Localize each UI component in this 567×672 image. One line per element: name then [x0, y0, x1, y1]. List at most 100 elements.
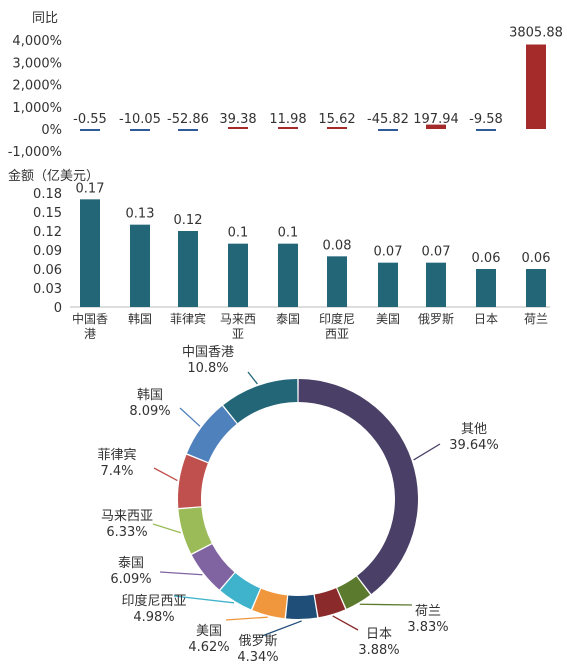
amount-value-label: 0.12 [174, 213, 203, 228]
donut-label-pct: 8.09% [129, 404, 170, 419]
amount-tick-label: 0.03 [33, 282, 62, 297]
yoy-bar [228, 127, 248, 129]
amount-tick-label: 0 [54, 301, 62, 316]
amount-category-label: 泰国 [276, 312, 300, 326]
donut-label-pct: 7.4% [100, 464, 133, 479]
amount-y-ticks: 0.18 0.15 0.12 0.09 0.06 0.03 0 [33, 187, 62, 316]
donut-label-name: 泰国 [118, 556, 144, 571]
amount-category-label: 俄罗斯 [418, 312, 454, 326]
donut-leader-line [159, 571, 203, 576]
donut-slice [314, 588, 346, 618]
donut-label-pct: 6.09% [110, 572, 151, 587]
yoy-tick-label: 1,000% [12, 101, 62, 116]
donut-slice [252, 588, 288, 619]
yoy-bar [278, 127, 298, 129]
donut-label-name: 荷兰 [415, 604, 441, 619]
amount-tick-label: 0.09 [33, 244, 62, 259]
donut-label-pct: 4.34% [237, 650, 278, 665]
donut-leader-line [359, 603, 413, 606]
amount-bar [378, 262, 398, 307]
donut-slice [178, 454, 208, 508]
yoy-tick-label: 0% [41, 123, 62, 138]
donut-slice [191, 544, 235, 590]
amount-bar [228, 243, 248, 307]
yoy-tick-label: 3,000% [12, 56, 62, 71]
amount-bar [130, 224, 150, 307]
donut-slice [337, 576, 371, 609]
donut-slice [298, 379, 419, 595]
donut-label-pct: 3.83% [407, 620, 448, 635]
yoy-bar [426, 124, 446, 129]
amount-value-label: 0.1 [228, 226, 249, 241]
yoy-y-ticks: 4,000% 3,000% 2,000% 1,000% 0% -1,000% [8, 34, 62, 160]
donut-leader-line [332, 615, 359, 631]
yoy-value-label: 11.98 [269, 112, 306, 127]
yoy-value-label: 39.38 [219, 112, 256, 127]
donut-leader-line [247, 371, 258, 385]
amount-value-label: 0.1 [278, 226, 299, 241]
amount-category-label: 马来西 [220, 312, 256, 326]
donut-slice [285, 594, 318, 619]
yoy-value-label: 15.62 [318, 112, 355, 127]
donut-label-pct: 6.33% [106, 525, 147, 540]
amount-bar [526, 269, 546, 307]
donut-leader-line [413, 443, 441, 461]
donut-slice [223, 379, 298, 424]
yoy-chart: 同比 4,000% 3,000% 2,000% 1,000% 0% -1,000% -0.… [8, 11, 563, 160]
amount-category-labels: 中国香港 韩国 菲律宾 马来西亚 泰国 印度尼西亚 美国 俄罗斯 日本 荷兰 [72, 311, 548, 341]
amount-value-label: 0.13 [126, 207, 155, 222]
amount-bar [327, 256, 347, 307]
donut-slice [220, 572, 261, 610]
donut-leader-line [153, 467, 178, 482]
amount-bars [80, 199, 546, 307]
amount-tick-label: 0.06 [33, 263, 62, 278]
donut-label-name: 菲律宾 [97, 447, 136, 463]
donut-label-pct: 4.98% [133, 610, 174, 625]
donut-label-name: 美国 [196, 624, 222, 639]
donut-label-name: 马来西亚 [101, 509, 153, 524]
yoy-bar [178, 129, 198, 131]
yoy-tick-label: 4,000% [12, 34, 62, 49]
yoy-tick-label: 2,000% [12, 79, 62, 94]
donut-label-pct: 39.64% [449, 438, 499, 453]
donut-slice [178, 507, 212, 554]
amount-bar [476, 269, 496, 307]
yoy-value-label: 3805.88 [509, 26, 563, 41]
amount-value-label: 0.07 [374, 245, 403, 260]
yoy-bar [526, 44, 546, 130]
amount-category-label: 中国香 [72, 311, 108, 326]
yoy-value-labels: -0.55 -10.05 -52.86 39.38 11.98 15.62 -45.82 19… [73, 26, 563, 127]
yoy-value-label: -10.05 [119, 112, 161, 127]
amount-category-label: 韩国 [128, 311, 152, 326]
amount-axis-label: 金额（亿美元） [8, 168, 99, 184]
yoy-value-label: 197.94 [413, 112, 459, 127]
amount-category-label: 印度尼 [319, 311, 355, 326]
yoy-bar [476, 129, 496, 131]
yoy-bar [130, 129, 150, 131]
donut-leader-line [225, 616, 268, 621]
yoy-bar [80, 129, 100, 131]
yoy-bars [80, 44, 546, 131]
amount-value-label: 0.17 [76, 181, 105, 196]
donut-leader-line [152, 523, 181, 534]
donut-leader-line [173, 595, 235, 604]
amount-tick-label: 0.18 [33, 187, 62, 202]
yoy-bar [378, 129, 398, 131]
yoy-value-label: -9.58 [469, 112, 503, 127]
amount-bar [80, 199, 100, 307]
amount-category-label: 荷兰 [524, 312, 548, 326]
amount-category-label: 美国 [376, 312, 400, 326]
amount-chart: 金额（亿美元） 0.18 0.15 0.12 0.09 0.06 0.03 0 0.17 0.… [8, 168, 550, 341]
amount-tick-label: 0.15 [33, 206, 62, 221]
yoy-bar [327, 127, 347, 129]
amount-value-label: 0.06 [472, 251, 501, 266]
yoy-axis-label: 同比 [32, 11, 58, 26]
donut-label-name: 其他 [461, 422, 487, 437]
amount-value-label: 0.08 [323, 238, 352, 253]
amount-value-label: 0.07 [422, 245, 451, 260]
donut-label-pct: 3.88% [358, 643, 399, 658]
yoy-value-label: -52.86 [167, 112, 209, 127]
amount-bar [426, 262, 446, 307]
